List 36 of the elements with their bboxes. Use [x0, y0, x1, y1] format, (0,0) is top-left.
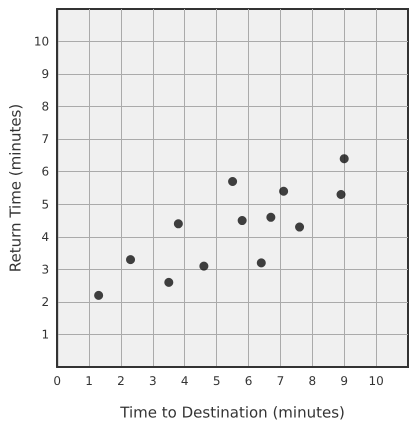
point	[295, 222, 304, 232]
point	[336, 190, 346, 200]
y-tick-label: 6	[42, 164, 50, 179]
y-tick-label: 8	[42, 100, 50, 114]
point	[126, 255, 136, 264]
x-tick-label: 4	[180, 374, 189, 388]
y-tick-label: 3	[42, 262, 50, 276]
x-tick-label: 5	[212, 374, 220, 388]
y-tick-label: 1	[42, 327, 50, 342]
point	[164, 278, 174, 287]
y-tick-label: 5	[42, 197, 50, 212]
y-tick-label: 4	[42, 230, 50, 244]
point	[174, 219, 183, 228]
x-tick-label: 9	[340, 374, 348, 388]
point	[266, 212, 276, 222]
x-tick-label: 8	[308, 374, 316, 388]
y-axis-title: Return Time (minutes)	[6, 104, 24, 272]
x-axis-title: Time to Destination (minutes)	[119, 404, 345, 422]
x-tick-label: 10	[368, 374, 384, 388]
x-tick-label: 2	[117, 374, 125, 388]
x-tick-label: 0	[53, 374, 61, 388]
point	[228, 176, 238, 186]
y-tick-label: 7	[42, 132, 50, 146]
x-tick-label: 3	[149, 374, 157, 388]
point	[279, 186, 288, 196]
x-tick-label: 6	[244, 374, 252, 388]
point	[340, 154, 349, 164]
y-tick-label: 2	[42, 294, 50, 309]
point	[199, 262, 208, 271]
point	[256, 258, 266, 268]
y-tick-label: 9	[42, 67, 50, 82]
y-tick-label: 10	[34, 34, 50, 49]
x-tick-label: 7	[276, 374, 284, 388]
point	[94, 290, 104, 300]
x-tick-label: 1	[85, 374, 93, 388]
point	[238, 216, 247, 226]
